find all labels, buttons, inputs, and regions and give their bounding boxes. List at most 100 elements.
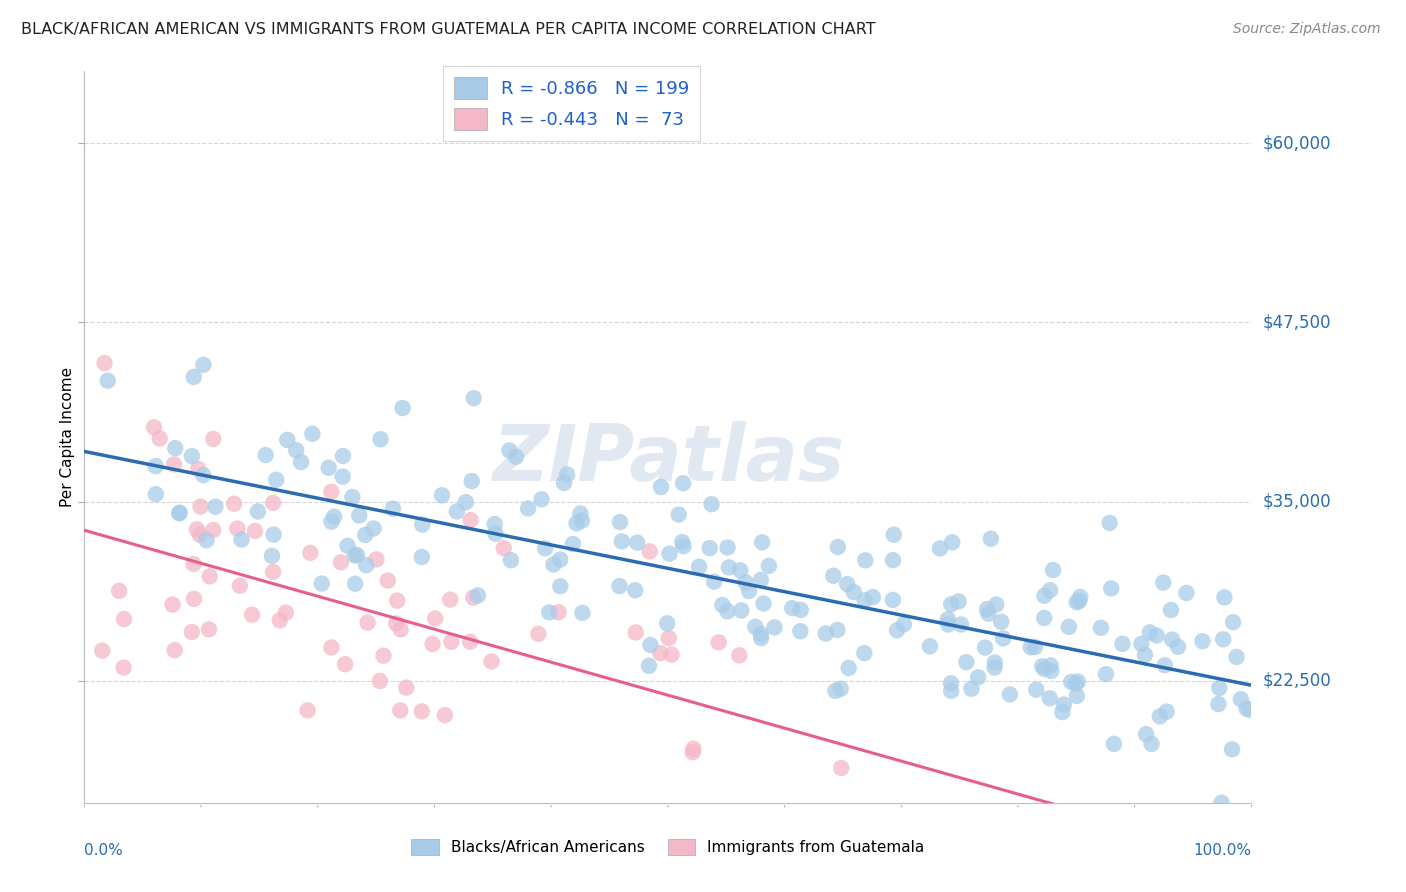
Point: [882, 553, 904, 567]
Point: [336, 539, 359, 553]
Point: [193, 358, 215, 372]
Point: [668, 508, 690, 522]
Point: [186, 810, 208, 824]
Point: [454, 495, 477, 509]
Point: [342, 490, 364, 504]
Point: [1060, 674, 1083, 689]
Point: [699, 541, 721, 555]
Point: [368, 673, 391, 688]
Point: [1213, 591, 1236, 605]
Point: [980, 532, 1002, 546]
Point: [1139, 625, 1161, 640]
Point: [274, 606, 297, 620]
Point: [262, 496, 284, 510]
Point: [143, 420, 166, 434]
Point: [1160, 603, 1182, 617]
Point: [505, 450, 527, 464]
Point: [1064, 677, 1087, 691]
Point: [463, 591, 485, 605]
Point: [347, 508, 370, 523]
Point: [682, 741, 704, 756]
Point: [354, 528, 377, 542]
Point: [112, 612, 135, 626]
Point: [716, 604, 738, 618]
Point: [1239, 703, 1261, 717]
Point: [672, 539, 695, 553]
Point: [749, 627, 772, 641]
Point: [385, 616, 408, 631]
Point: [463, 391, 485, 405]
Point: [827, 623, 849, 637]
Point: [936, 612, 959, 626]
Text: $60,000: $60,000: [1263, 134, 1331, 152]
Point: [276, 433, 298, 447]
Point: [830, 761, 852, 775]
Point: [1212, 632, 1234, 647]
Point: [955, 655, 977, 669]
Point: [671, 535, 693, 549]
Point: [243, 524, 266, 538]
Point: [672, 476, 695, 491]
Point: [1098, 516, 1121, 530]
Point: [149, 432, 172, 446]
Point: [751, 535, 773, 549]
Point: [1099, 582, 1122, 596]
Point: [226, 522, 249, 536]
Point: [571, 514, 593, 528]
Text: ZIPatlas: ZIPatlas: [492, 421, 844, 497]
Point: [422, 637, 444, 651]
Point: [391, 401, 413, 415]
Text: $35,000: $35,000: [1263, 492, 1331, 510]
Point: [918, 639, 941, 653]
Point: [389, 703, 412, 717]
Point: [344, 576, 367, 591]
Point: [163, 643, 186, 657]
Point: [638, 658, 661, 673]
Point: [262, 565, 284, 579]
Point: [492, 541, 515, 556]
Point: [299, 546, 322, 560]
Point: [484, 526, 506, 541]
Point: [984, 656, 1007, 670]
Point: [198, 569, 221, 583]
Point: [363, 522, 385, 536]
Point: [716, 541, 738, 555]
Point: [688, 559, 710, 574]
Point: [162, 598, 184, 612]
Point: [439, 592, 461, 607]
Point: [983, 660, 1005, 674]
Point: [187, 462, 209, 476]
Point: [458, 634, 481, 648]
Point: [908, 810, 931, 824]
Point: [1042, 563, 1064, 577]
Point: [886, 624, 908, 638]
Text: 0.0%: 0.0%: [84, 843, 124, 858]
Point: [853, 553, 876, 567]
Point: [377, 574, 399, 588]
Point: [1095, 667, 1118, 681]
Point: [1069, 590, 1091, 604]
Point: [321, 640, 343, 655]
Point: [730, 603, 752, 617]
Point: [193, 468, 215, 483]
Point: [467, 589, 489, 603]
Point: [565, 516, 588, 531]
Point: [703, 574, 725, 589]
Point: [939, 676, 962, 690]
Point: [553, 475, 575, 490]
Point: [976, 602, 998, 616]
Point: [1019, 640, 1042, 655]
Point: [730, 563, 752, 577]
Point: [977, 607, 1000, 621]
Point: [547, 810, 569, 824]
Point: [789, 624, 811, 639]
Point: [561, 537, 583, 551]
Point: [571, 606, 593, 620]
Point: [264, 473, 287, 487]
Point: [824, 683, 846, 698]
Point: [343, 549, 366, 563]
Point: [231, 533, 253, 547]
Point: [814, 626, 837, 640]
Point: [763, 620, 786, 634]
Point: [321, 484, 343, 499]
